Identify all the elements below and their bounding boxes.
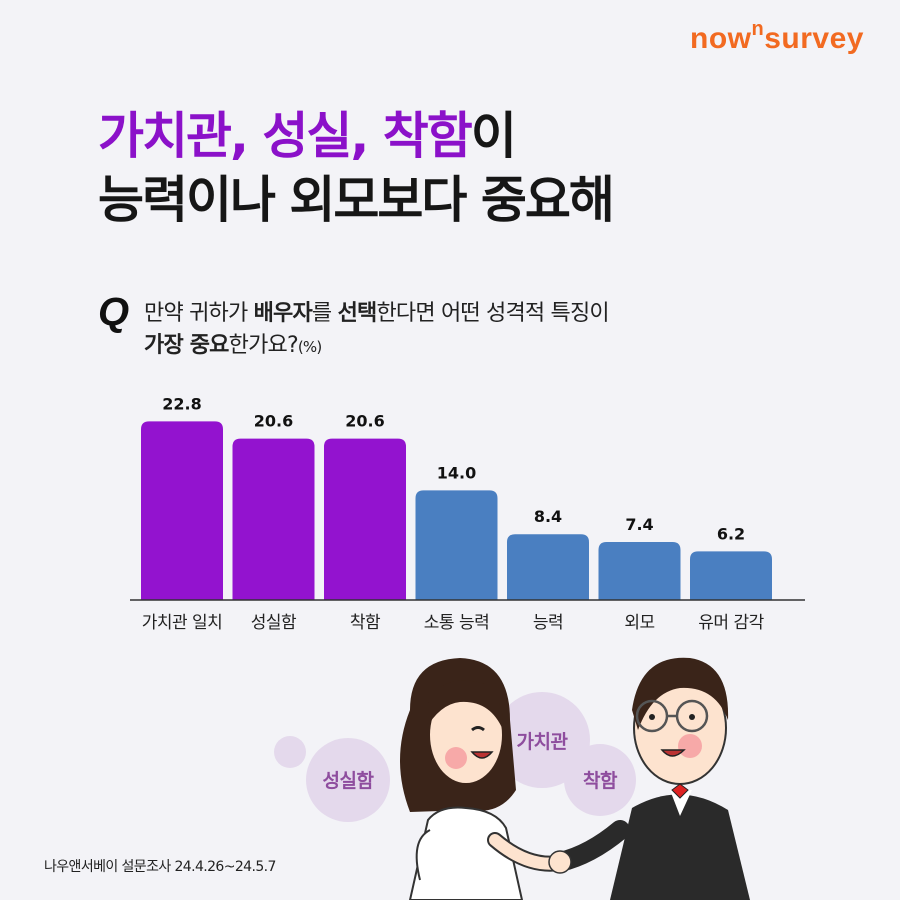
wedding-couple-illustration: 성실함 가치관 착함 — [274, 657, 750, 900]
data-label: 22.8 — [162, 394, 201, 413]
data-label: 7.4 — [625, 515, 653, 534]
title-highlight: 가치관, 성실, 착함 — [98, 107, 473, 165]
bar — [415, 490, 498, 600]
x-tick-label: 소통 능력 — [424, 613, 489, 633]
x-tick-label: 성실함 — [251, 613, 297, 633]
data-label: 8.4 — [534, 507, 562, 526]
x-tick-label: 착함 — [350, 613, 381, 633]
source-note: 나우앤서베이 설문조사 24.4.26~24.5.7 — [44, 859, 276, 875]
bar — [232, 438, 315, 600]
bar — [690, 551, 772, 600]
data-label: 20.6 — [254, 412, 293, 431]
bar — [324, 438, 406, 600]
bubble-label-sincerity: 성실함 — [323, 770, 375, 792]
bubble-kindness — [564, 744, 636, 816]
data-label: 20.6 — [345, 412, 384, 431]
bride-figure — [400, 658, 573, 900]
title-line2: 능력이나 외모보다 중요해 — [98, 171, 615, 229]
data-label: 6.2 — [717, 524, 745, 543]
bubble-label-kindness: 착함 — [583, 770, 618, 792]
data-label: 14.0 — [437, 463, 476, 482]
question-mark-label: Q — [98, 290, 130, 334]
brand-logo: nownsurvey — [690, 18, 864, 55]
question-line2: 가장 중요한가요?(%) — [144, 333, 322, 358]
title-line1-rest: 이 — [470, 107, 517, 165]
bar-chart: 22.8 가치관 일치 20.6 성실함 20.6 착함 14.0 소통 능력 8.4 능력 7.4… — [130, 394, 805, 633]
bubble-values — [494, 692, 590, 788]
x-tick-label: 가치관 일치 — [142, 613, 223, 633]
survey-question: Q 만약 귀하가 배우자를 선택한다면 어떤 성격적 특징이 가장 중요한가요?… — [98, 290, 798, 363]
question-line1: 만약 귀하가 배우자를 선택한다면 어떤 성격적 특징이 — [144, 301, 610, 326]
bar — [141, 421, 223, 600]
groom-figure — [548, 657, 750, 900]
bubble-sincerity — [306, 738, 390, 822]
bubble-label-values: 가치관 — [517, 731, 569, 753]
bar — [507, 534, 589, 600]
small-bubble — [274, 736, 306, 768]
bar — [598, 542, 681, 600]
page-title: 가치관, 성실, 착함이 능력이나 외모보다 중요해 — [98, 104, 858, 232]
x-tick-label: 유머 감각 — [698, 613, 764, 633]
unit-label: (%) — [297, 338, 322, 356]
x-tick-label: 능력 — [533, 613, 563, 633]
x-tick-label: 외모 — [624, 613, 654, 633]
